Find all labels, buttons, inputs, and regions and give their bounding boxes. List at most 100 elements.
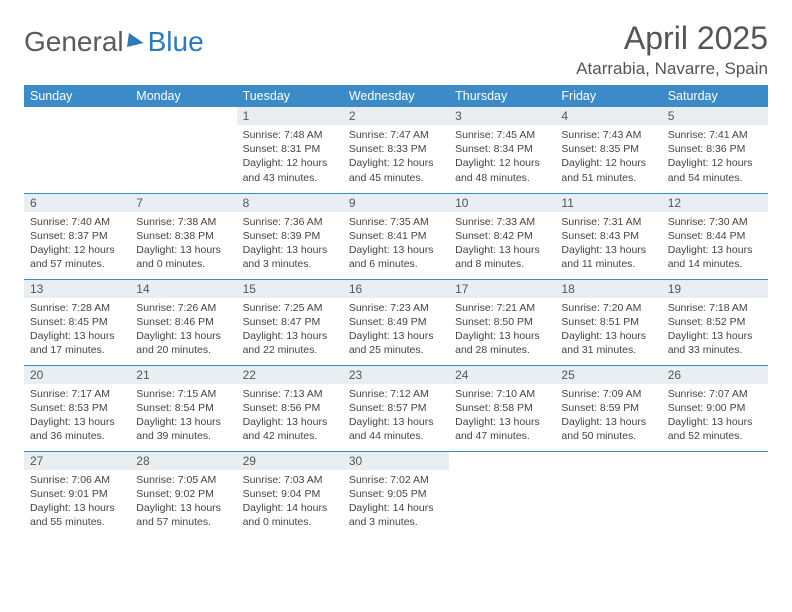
day-details: Sunrise: 7:06 AMSunset: 9:01 PMDaylight:… [24, 470, 130, 534]
calendar-day: 13Sunrise: 7:28 AMSunset: 8:45 PMDayligh… [24, 279, 130, 365]
calendar-day: 25Sunrise: 7:09 AMSunset: 8:59 PMDayligh… [555, 365, 661, 451]
day-number: 13 [24, 280, 130, 298]
day-number: 27 [24, 452, 130, 470]
calendar-table: SundayMondayTuesdayWednesdayThursdayFrid… [24, 85, 768, 537]
calendar-day: 10Sunrise: 7:33 AMSunset: 8:42 PMDayligh… [449, 193, 555, 279]
logo-text-general: General [24, 26, 124, 58]
day-number: 10 [449, 194, 555, 212]
day-number: 15 [237, 280, 343, 298]
day-details: Sunrise: 7:47 AMSunset: 8:33 PMDaylight:… [343, 125, 449, 189]
calendar-day: 6Sunrise: 7:40 AMSunset: 8:37 PMDaylight… [24, 193, 130, 279]
day-details: Sunrise: 7:18 AMSunset: 8:52 PMDaylight:… [662, 298, 768, 362]
calendar-head: SundayMondayTuesdayWednesdayThursdayFrid… [24, 85, 768, 107]
logo-text-blue: Blue [148, 26, 204, 58]
calendar-day: 21Sunrise: 7:15 AMSunset: 8:54 PMDayligh… [130, 365, 236, 451]
day-details: Sunrise: 7:28 AMSunset: 8:45 PMDaylight:… [24, 298, 130, 362]
day-number: 6 [24, 194, 130, 212]
day-number: 25 [555, 366, 661, 384]
day-details: Sunrise: 7:20 AMSunset: 8:51 PMDaylight:… [555, 298, 661, 362]
calendar-day: 4Sunrise: 7:43 AMSunset: 8:35 PMDaylight… [555, 107, 661, 193]
weekday-header: Monday [130, 85, 236, 107]
day-details: Sunrise: 7:36 AMSunset: 8:39 PMDaylight:… [237, 212, 343, 276]
weekday-header: Saturday [662, 85, 768, 107]
day-number: 12 [662, 194, 768, 212]
day-number: 20 [24, 366, 130, 384]
day-details: Sunrise: 7:35 AMSunset: 8:41 PMDaylight:… [343, 212, 449, 276]
day-number: 4 [555, 107, 661, 125]
calendar-day: 1Sunrise: 7:48 AMSunset: 8:31 PMDaylight… [237, 107, 343, 193]
logo-triangle-icon [127, 33, 145, 47]
calendar-day: 28Sunrise: 7:05 AMSunset: 9:02 PMDayligh… [130, 451, 236, 537]
day-number: 28 [130, 452, 236, 470]
calendar-day: 9Sunrise: 7:35 AMSunset: 8:41 PMDaylight… [343, 193, 449, 279]
calendar-day: 7Sunrise: 7:38 AMSunset: 8:38 PMDaylight… [130, 193, 236, 279]
calendar-day: 17Sunrise: 7:21 AMSunset: 8:50 PMDayligh… [449, 279, 555, 365]
day-number: 1 [237, 107, 343, 125]
day-number: 3 [449, 107, 555, 125]
location-text: Atarrabia, Navarre, Spain [576, 59, 768, 79]
day-number: 22 [237, 366, 343, 384]
day-number: 14 [130, 280, 236, 298]
day-details: Sunrise: 7:13 AMSunset: 8:56 PMDaylight:… [237, 384, 343, 448]
calendar-day: 11Sunrise: 7:31 AMSunset: 8:43 PMDayligh… [555, 193, 661, 279]
day-details: Sunrise: 7:03 AMSunset: 9:04 PMDaylight:… [237, 470, 343, 534]
page-title: April 2025 [576, 20, 768, 57]
calendar-day: 12Sunrise: 7:30 AMSunset: 8:44 PMDayligh… [662, 193, 768, 279]
day-details: Sunrise: 7:25 AMSunset: 8:47 PMDaylight:… [237, 298, 343, 362]
day-number: 7 [130, 194, 236, 212]
calendar-day: 5Sunrise: 7:41 AMSunset: 8:36 PMDaylight… [662, 107, 768, 193]
day-details: Sunrise: 7:31 AMSunset: 8:43 PMDaylight:… [555, 212, 661, 276]
calendar-day: 30Sunrise: 7:02 AMSunset: 9:05 PMDayligh… [343, 451, 449, 537]
day-number: 8 [237, 194, 343, 212]
day-number: 19 [662, 280, 768, 298]
day-details: Sunrise: 7:12 AMSunset: 8:57 PMDaylight:… [343, 384, 449, 448]
day-number: 24 [449, 366, 555, 384]
day-details: Sunrise: 7:17 AMSunset: 8:53 PMDaylight:… [24, 384, 130, 448]
day-details: Sunrise: 7:26 AMSunset: 8:46 PMDaylight:… [130, 298, 236, 362]
header: General Blue April 2025 Atarrabia, Navar… [24, 20, 768, 79]
day-number: 2 [343, 107, 449, 125]
day-details: Sunrise: 7:21 AMSunset: 8:50 PMDaylight:… [449, 298, 555, 362]
calendar-day: 22Sunrise: 7:13 AMSunset: 8:56 PMDayligh… [237, 365, 343, 451]
calendar-empty [555, 451, 661, 537]
calendar-body: 1Sunrise: 7:48 AMSunset: 8:31 PMDaylight… [24, 107, 768, 537]
calendar-day: 19Sunrise: 7:18 AMSunset: 8:52 PMDayligh… [662, 279, 768, 365]
weekday-header: Tuesday [237, 85, 343, 107]
calendar-day: 16Sunrise: 7:23 AMSunset: 8:49 PMDayligh… [343, 279, 449, 365]
day-number: 23 [343, 366, 449, 384]
day-number: 30 [343, 452, 449, 470]
calendar-empty [662, 451, 768, 537]
day-number: 29 [237, 452, 343, 470]
day-number: 16 [343, 280, 449, 298]
weekday-header: Thursday [449, 85, 555, 107]
calendar-day: 29Sunrise: 7:03 AMSunset: 9:04 PMDayligh… [237, 451, 343, 537]
calendar-day: 26Sunrise: 7:07 AMSunset: 9:00 PMDayligh… [662, 365, 768, 451]
day-details: Sunrise: 7:02 AMSunset: 9:05 PMDaylight:… [343, 470, 449, 534]
day-details: Sunrise: 7:07 AMSunset: 9:00 PMDaylight:… [662, 384, 768, 448]
day-details: Sunrise: 7:40 AMSunset: 8:37 PMDaylight:… [24, 212, 130, 276]
calendar-empty [24, 107, 130, 193]
calendar-empty [130, 107, 236, 193]
day-details: Sunrise: 7:33 AMSunset: 8:42 PMDaylight:… [449, 212, 555, 276]
logo: General Blue [24, 20, 204, 58]
day-number: 21 [130, 366, 236, 384]
day-details: Sunrise: 7:48 AMSunset: 8:31 PMDaylight:… [237, 125, 343, 189]
calendar-day: 27Sunrise: 7:06 AMSunset: 9:01 PMDayligh… [24, 451, 130, 537]
title-block: April 2025 Atarrabia, Navarre, Spain [576, 20, 768, 79]
calendar-day: 2Sunrise: 7:47 AMSunset: 8:33 PMDaylight… [343, 107, 449, 193]
day-number: 18 [555, 280, 661, 298]
weekday-header: Sunday [24, 85, 130, 107]
day-details: Sunrise: 7:15 AMSunset: 8:54 PMDaylight:… [130, 384, 236, 448]
weekday-header: Friday [555, 85, 661, 107]
day-details: Sunrise: 7:05 AMSunset: 9:02 PMDaylight:… [130, 470, 236, 534]
day-details: Sunrise: 7:43 AMSunset: 8:35 PMDaylight:… [555, 125, 661, 189]
day-details: Sunrise: 7:38 AMSunset: 8:38 PMDaylight:… [130, 212, 236, 276]
day-number: 17 [449, 280, 555, 298]
calendar-day: 8Sunrise: 7:36 AMSunset: 8:39 PMDaylight… [237, 193, 343, 279]
calendar-day: 14Sunrise: 7:26 AMSunset: 8:46 PMDayligh… [130, 279, 236, 365]
day-number: 26 [662, 366, 768, 384]
day-details: Sunrise: 7:23 AMSunset: 8:49 PMDaylight:… [343, 298, 449, 362]
day-number: 11 [555, 194, 661, 212]
day-details: Sunrise: 7:09 AMSunset: 8:59 PMDaylight:… [555, 384, 661, 448]
calendar-day: 23Sunrise: 7:12 AMSunset: 8:57 PMDayligh… [343, 365, 449, 451]
